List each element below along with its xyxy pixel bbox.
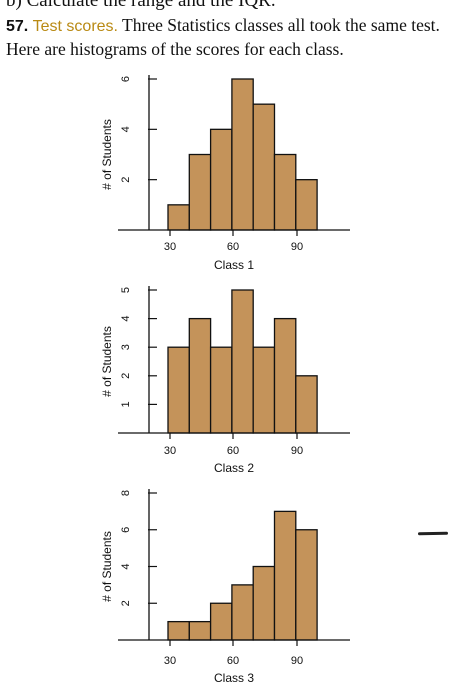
y-tick-label: 8 (120, 490, 132, 496)
y-tick-label: 4 (120, 316, 132, 322)
histogram-3: 2 4 6 8 30 60 90 Class 3 # of Students (100, 489, 350, 685)
x-axis-title: Class 1 (214, 258, 254, 272)
x-axis-title: Class 2 (214, 461, 254, 475)
histogram-bar (209, 128, 233, 231)
y-tick-label: 1 (120, 401, 132, 407)
histogram-bar (252, 346, 276, 434)
histogram-bar (273, 510, 297, 641)
y-tick-label: 6 (120, 76, 132, 82)
histogram-bar (188, 620, 212, 641)
x-tick-label: 30 (164, 445, 176, 457)
histogram-bar (295, 375, 318, 434)
x-tick-label: 90 (291, 655, 303, 667)
histogram-bar (231, 289, 254, 434)
cut-off-previous-line: b) Calculate the range and the IQR. (6, 0, 276, 11)
histogram-bar (167, 620, 190, 641)
histogram-bar (231, 78, 254, 231)
histogram-bar (252, 103, 276, 231)
x-tick-label: 60 (227, 241, 239, 253)
y-tick-label: 4 (120, 563, 132, 569)
y-axis-title: # of Students (100, 531, 114, 602)
y-tick-label: 2 (120, 177, 132, 183)
x-tick-label: 60 (227, 655, 239, 667)
y-tick-label: 2 (120, 600, 132, 606)
histogram-bar (209, 602, 233, 641)
histogram-bar (252, 565, 276, 641)
margin-pen-mark (417, 531, 449, 536)
histogram-bar (295, 529, 318, 641)
x-tick-label: 30 (164, 655, 176, 667)
x-tick-label: 90 (291, 241, 303, 253)
y-axis-title: # of Students (100, 326, 114, 397)
histogram-bar (167, 346, 190, 434)
histogram-2: 1 2 3 4 5 30 60 90 Class 2 # of Students (100, 286, 350, 475)
x-tick-label: 30 (164, 241, 176, 253)
problem-number: 57. (6, 18, 29, 35)
x-axis-title: Class 3 (214, 671, 254, 685)
histogram-bar (231, 584, 254, 641)
problem-statement: 57. Test scores. Three Statistics classe… (6, 14, 452, 60)
histogram-1: 2 4 6 30 60 90 Class 1 # of Students (100, 75, 350, 272)
y-tick-label: 5 (120, 287, 132, 293)
problem-title: Test scores. (32, 18, 118, 35)
histogram-bar (188, 317, 212, 434)
histogram-bar (209, 346, 233, 434)
histogram-bar (188, 153, 212, 231)
y-tick-label: 6 (120, 527, 132, 533)
y-tick-label: 4 (120, 126, 132, 132)
histogram-bar (273, 317, 297, 434)
histogram-bar (273, 153, 297, 231)
y-tick-label: 3 (120, 344, 132, 350)
x-tick-label: 90 (291, 445, 303, 457)
histogram-bar (295, 179, 318, 231)
histogram-bar (167, 204, 190, 231)
y-tick-label: 2 (120, 373, 132, 379)
x-tick-label: 60 (227, 445, 239, 457)
y-axis-title: # of Students (100, 119, 114, 190)
problem-text: Three Statistics classes all took the sa… (6, 15, 440, 59)
